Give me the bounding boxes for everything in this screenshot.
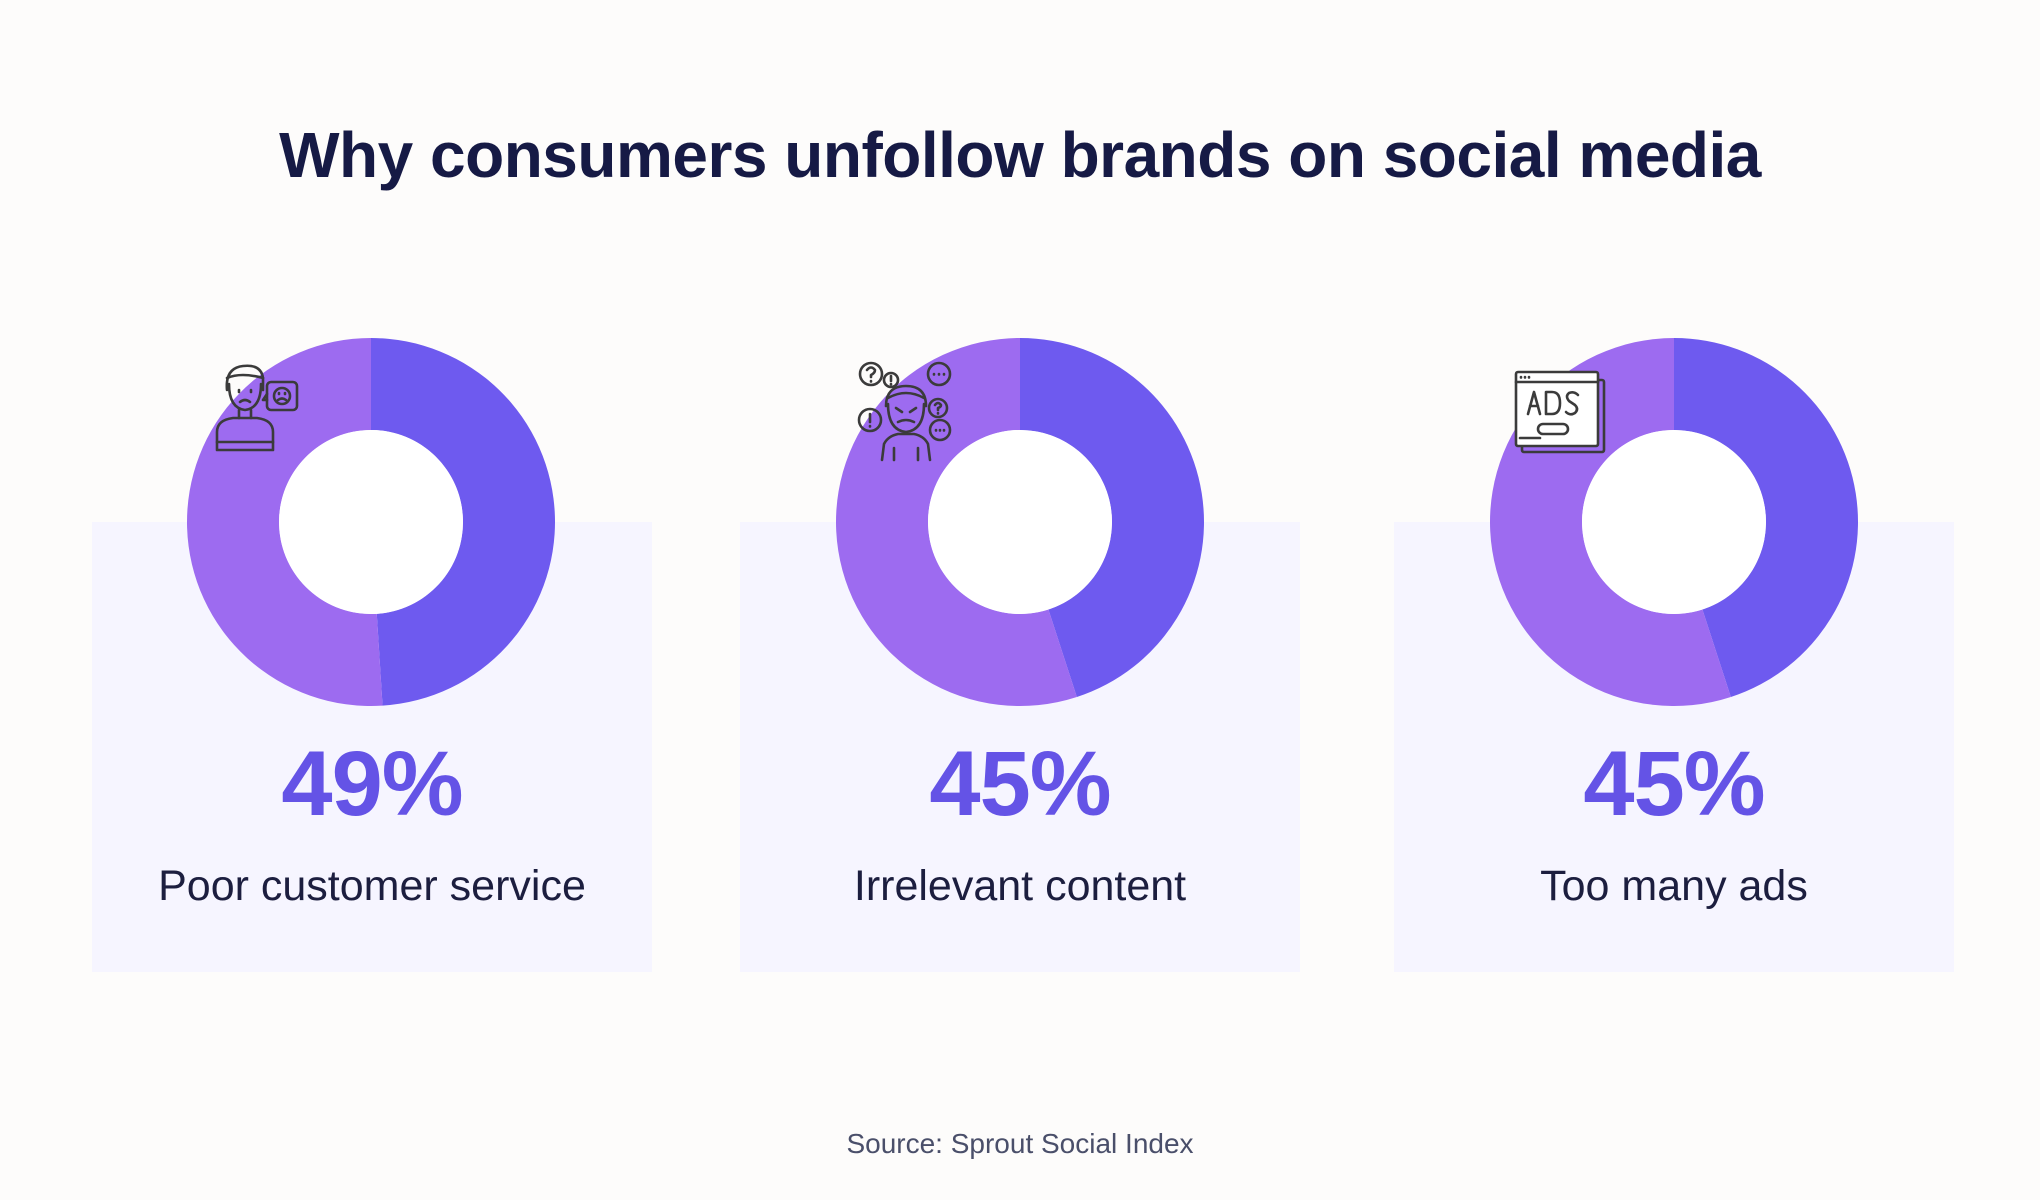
stat-label-irrelevant-content: Irrelevant content — [853, 862, 1187, 910]
donut-chart-irrelevant-content — [836, 338, 1204, 706]
stat-value-too-many-ads: 45% — [1583, 733, 1765, 835]
donut-slice-poor-customer-service — [371, 338, 555, 706]
stat-label-too-many-ads: Too many ads — [1540, 862, 1808, 910]
donut-center — [279, 430, 463, 614]
stat-value-irrelevant-content: 45% — [929, 733, 1111, 835]
stat-label-poor-customer-service: Poor customer service — [158, 862, 586, 910]
unhappy-customer-icon — [215, 364, 299, 452]
ads-window-icon — [1514, 370, 1606, 454]
donut-slice-remainder — [187, 338, 383, 706]
source-note: Source: Sprout Social Index — [846, 1128, 1194, 1159]
stat-value-poor-customer-service: 49% — [281, 733, 463, 835]
donut-center — [1582, 430, 1766, 614]
confused-person-icon — [857, 361, 952, 462]
donut-slice-remainder — [836, 338, 1077, 706]
donut-chart-too-many-ads — [1490, 338, 1858, 706]
donut-slice-irrelevant-content — [1020, 338, 1204, 697]
page-title: Why consumers unfollow brands on social … — [279, 119, 1761, 191]
donut-slice-too-many-ads — [1674, 338, 1858, 697]
donut-center — [928, 430, 1112, 614]
donut-chart-poor-customer-service — [187, 338, 555, 706]
